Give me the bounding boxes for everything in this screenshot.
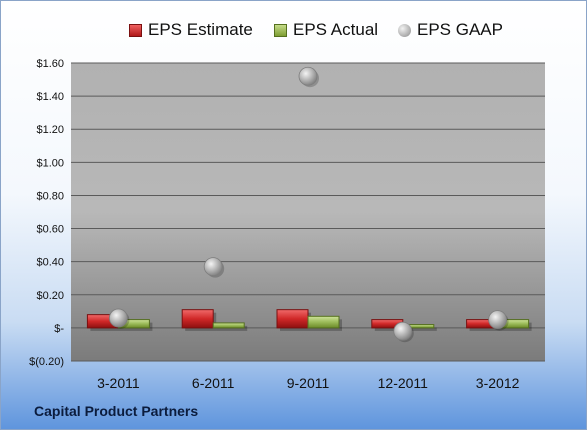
bar-eps-actual xyxy=(212,322,245,329)
y-tick-label: $0.40 xyxy=(36,257,64,269)
legend-swatch-actual xyxy=(274,23,287,37)
y-tick-label: $0.80 xyxy=(36,190,64,202)
bars xyxy=(86,309,532,331)
y-tick-label: $(0.20) xyxy=(29,356,64,368)
legend-item-eps-actual: EPS Actual xyxy=(274,15,378,45)
x-tick-label: 9-2011 xyxy=(287,375,330,391)
x-tick-label: 12-2011 xyxy=(378,375,429,391)
x-tick-label: 6-2011 xyxy=(192,375,235,391)
bar-eps-estimate xyxy=(276,309,309,329)
gridlines xyxy=(71,62,545,362)
y-tick-label: $0.20 xyxy=(36,290,64,302)
y-tick-label: $0.60 xyxy=(36,224,64,236)
bar-eps-actual-shadow xyxy=(405,327,437,331)
x-tick-label: 3-2011 xyxy=(97,375,140,391)
legend: EPS Estimate EPS Actual EPS GAAP xyxy=(1,15,586,45)
y-tick-label: $1.00 xyxy=(36,157,64,169)
y-tick-label: $1.20 xyxy=(36,124,64,136)
y-tick-label: $- xyxy=(54,323,64,335)
gaap-markers xyxy=(109,66,509,343)
marker-eps-gaap xyxy=(488,310,508,330)
legend-label-estimate: EPS Estimate xyxy=(148,20,253,39)
marker-eps-gaap xyxy=(109,308,128,328)
marker-eps-gaap xyxy=(298,66,318,86)
legend-swatch-gaap xyxy=(398,23,411,37)
y-tick-label: $1.60 xyxy=(36,58,64,70)
legend-item-eps-gaap: EPS GAAP xyxy=(398,15,503,45)
company-name: Capital Product Partners xyxy=(34,403,199,419)
y-tick-label: $1.40 xyxy=(36,91,64,103)
marker-eps-gaap xyxy=(393,321,413,341)
y-axis-tick-labels: $(0.20) $- $0.20 $0.40 $0.60 $0.80 $1.00 $1.20 $… xyxy=(29,58,64,368)
legend-swatch-estimate xyxy=(129,23,142,37)
x-axis-tick-labels: 3-2011 6-2011 9-2011 12-2011 3-2012 xyxy=(97,375,519,391)
bar-eps-estimate xyxy=(181,309,214,329)
marker-eps-gaap xyxy=(203,257,223,277)
legend-label-gaap: EPS GAAP xyxy=(417,20,503,39)
legend-label-actual: EPS Actual xyxy=(293,20,379,39)
legend-item-eps-estimate: EPS Estimate xyxy=(129,15,253,45)
bar-eps-actual xyxy=(307,315,340,329)
bar-eps-actual-shadow xyxy=(216,325,248,331)
x-tick-label: 3-2012 xyxy=(476,375,520,391)
